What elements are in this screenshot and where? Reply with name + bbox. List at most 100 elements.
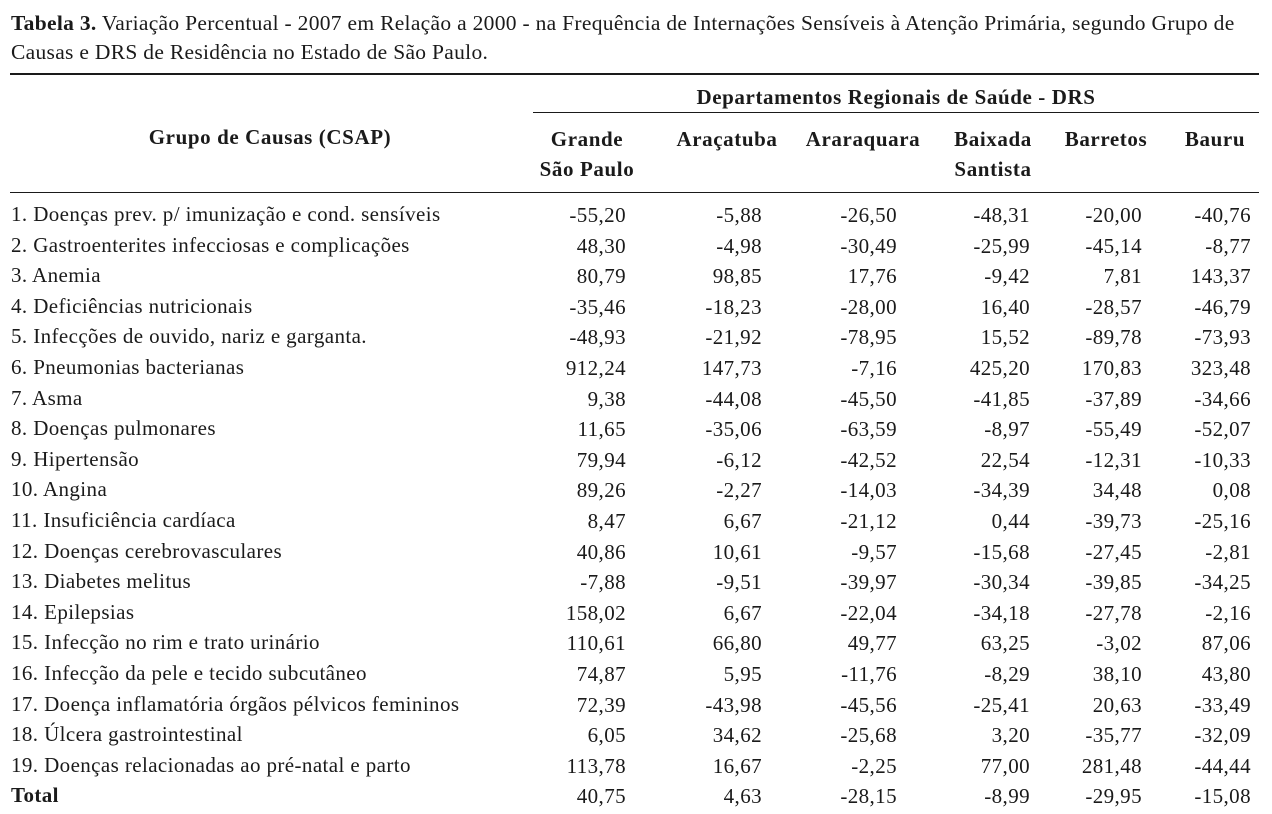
value-barretos: -45,14	[1085, 233, 1142, 258]
value-baixada-santista: 425,20	[969, 356, 1030, 380]
value-araraquara: -78,95	[840, 325, 897, 350]
value-araraquara: -11,76	[841, 662, 897, 686]
value-bauru: -2,81	[1205, 539, 1251, 564]
value-barretos: -39,73	[1085, 509, 1142, 533]
value-aracatuba: -2,27	[716, 478, 762, 503]
value-araraquara: -9,57	[851, 539, 897, 564]
value-aracatuba: 16,67	[712, 753, 762, 778]
value-barretos: -55,49	[1085, 417, 1142, 442]
value-aracatuba: -35,06	[705, 417, 762, 442]
value-aracatuba: -21,92	[705, 325, 762, 350]
value-grande-sao-paulo: 110,61	[566, 631, 626, 656]
drs-rule	[533, 112, 1259, 114]
column-header-baixada-santista: Baixada	[954, 127, 1032, 151]
value-baixada-santista: -30,34	[973, 570, 1030, 595]
column-header-bauru: Bauru	[1184, 127, 1246, 151]
value-grande-sao-paulo: 80,79	[576, 264, 626, 289]
value-bauru: -46,79	[1194, 294, 1251, 319]
cause-label: 3. Anemia	[11, 263, 101, 288]
column-header-araraquara: Araraquara	[805, 127, 921, 151]
cause-label: 15. Infecção no rim e trato urinário	[11, 630, 320, 655]
cause-label: 16. Infecção da pele e tecido subcutâneo	[11, 661, 367, 685]
value-araraquara: -21,12	[840, 509, 897, 533]
top-rule	[10, 73, 1259, 75]
cause-label: 6. Pneumonias bacterianas	[11, 355, 245, 379]
total-value-grande-sao-paulo: 40,75	[576, 784, 626, 809]
table-caption: Tabela 3. Variação Percentual - 2007 em …	[11, 9, 1261, 67]
value-barretos: -89,78	[1085, 325, 1142, 350]
value-baixada-santista: -9,42	[984, 264, 1030, 289]
caption-label: Tabela 3.	[11, 11, 97, 35]
value-araraquara: 49,77	[847, 631, 897, 656]
column-header-grande-sao-paulo: São Paulo	[539, 157, 635, 181]
value-barretos: -28,57	[1085, 294, 1142, 319]
value-bauru: -34,25	[1194, 570, 1251, 595]
column-header-grande-sao-paulo: Grande	[550, 127, 624, 151]
value-barretos: -27,78	[1085, 600, 1142, 625]
value-baixada-santista: -41,85	[973, 386, 1030, 411]
value-baixada-santista: -25,99	[973, 233, 1030, 258]
value-grande-sao-paulo: 11,65	[577, 417, 626, 442]
value-bauru: -25,16	[1194, 509, 1251, 533]
cause-label: 9. Hipertensão	[11, 446, 140, 471]
value-baixada-santista: 63,25	[980, 631, 1030, 656]
value-bauru: -73,93	[1194, 325, 1251, 350]
value-baixada-santista: -48,31	[973, 203, 1030, 227]
value-grande-sao-paulo: -55,20	[569, 203, 626, 227]
value-bauru: -32,09	[1194, 723, 1251, 748]
value-araraquara: 17,76	[847, 264, 897, 289]
value-baixada-santista: -34,18	[973, 600, 1030, 625]
value-aracatuba: 34,62	[712, 723, 762, 748]
value-araraquara: -22,04	[840, 600, 897, 625]
value-aracatuba: 6,67	[723, 600, 762, 625]
cause-label: 5. Infecções de ouvido, nariz e garganta…	[11, 324, 367, 349]
value-aracatuba: 5,95	[723, 662, 762, 686]
value-grande-sao-paulo: 72,39	[576, 692, 626, 717]
value-barretos: 170,83	[1081, 356, 1142, 380]
column-header-aracatuba: Araçatuba	[676, 127, 778, 151]
value-araraquara: -42,52	[840, 447, 897, 472]
value-grande-sao-paulo: 113,78	[566, 753, 626, 778]
cause-label: 17. Doença inflamatória órgãos pélvicos …	[11, 691, 460, 716]
cause-label: 18. Úlcera gastrointestinal	[11, 722, 243, 747]
group-column-header: Grupo de Causas (CSAP)	[148, 125, 392, 149]
value-bauru: 0,08	[1212, 478, 1251, 503]
value-grande-sao-paulo: 158,02	[565, 600, 626, 625]
header-bottom-rule	[10, 192, 1259, 194]
value-grande-sao-paulo: 6,05	[587, 723, 626, 748]
value-baixada-santista: 15,52	[980, 325, 1030, 350]
value-araraquara: -30,49	[840, 233, 897, 258]
value-baixada-santista: 0,44	[991, 509, 1030, 533]
value-araraquara: -39,97	[840, 570, 897, 595]
value-baixada-santista: -8,97	[984, 417, 1030, 442]
cause-label: 4. Deficiências nutricionais	[11, 293, 253, 318]
value-araraquara: -45,56	[840, 692, 897, 717]
value-aracatuba: -43,98	[705, 692, 762, 717]
drs-header: Departamentos Regionais de Saúde - DRS	[696, 85, 1096, 109]
value-baixada-santista: -8,29	[984, 662, 1030, 686]
caption-text: Variação Percentual - 2007 em Relação a …	[11, 11, 1235, 64]
value-barretos: -20,00	[1085, 203, 1142, 227]
value-grande-sao-paulo: 8,47	[587, 509, 626, 533]
cause-label: 10. Angina	[11, 477, 108, 502]
value-araraquara: -63,59	[840, 417, 897, 442]
value-grande-sao-paulo: 74,87	[576, 662, 626, 686]
value-baixada-santista: -25,41	[973, 692, 1030, 717]
value-bauru: 323,48	[1190, 356, 1251, 380]
value-barretos: -37,89	[1085, 386, 1142, 411]
cause-label: 7. Asma	[11, 385, 83, 410]
value-bauru: -44,44	[1194, 753, 1251, 778]
value-barretos: -12,31	[1085, 447, 1142, 472]
cause-label: 19. Doenças relacionadas ao pré-natal e …	[11, 752, 411, 777]
value-grande-sao-paulo: -7,88	[580, 570, 626, 595]
value-araraquara: -28,00	[840, 294, 897, 319]
value-grande-sao-paulo: 79,94	[576, 447, 626, 472]
value-barretos: -39,85	[1085, 570, 1142, 595]
value-grande-sao-paulo: 912,24	[565, 356, 626, 380]
value-aracatuba: -18,23	[705, 294, 762, 319]
total-value-baixada-santista: -8,99	[984, 784, 1030, 809]
value-bauru: -40,76	[1194, 203, 1251, 227]
value-baixada-santista: 16,40	[980, 294, 1030, 319]
value-grande-sao-paulo: 9,38	[587, 386, 626, 411]
column-header-barretos: Barretos	[1064, 127, 1148, 151]
